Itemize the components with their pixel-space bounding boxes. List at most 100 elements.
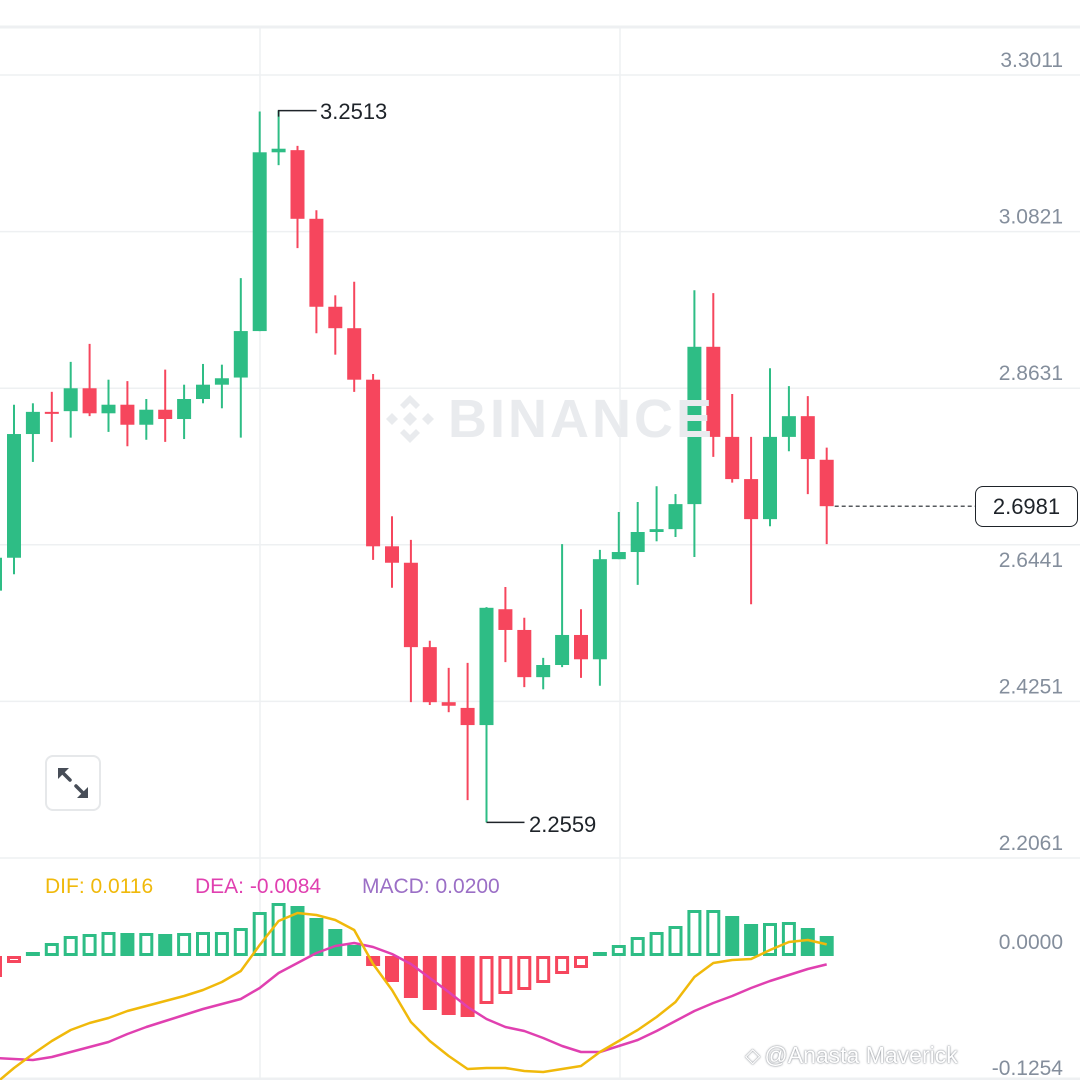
- macd-histogram-bar: [0, 956, 2, 977]
- macd-histogram-bar: [630, 937, 645, 956]
- candle-body: [668, 504, 683, 530]
- candle-body: [139, 409, 154, 425]
- macd-histogram-bar: [290, 906, 305, 956]
- price-axis-label: 2.4251: [999, 675, 1063, 698]
- macd-histogram-bar: [517, 956, 532, 990]
- candle-body: [555, 634, 570, 666]
- candle-body: [725, 436, 740, 480]
- macd-histogram-bar: [233, 928, 248, 956]
- candle-body: [592, 559, 607, 660]
- macd-histogram-bar: [536, 956, 551, 983]
- candle-body: [687, 346, 702, 505]
- candle-body: [649, 529, 664, 533]
- macd-histogram-bar: [25, 952, 40, 956]
- candle: [63, 361, 78, 438]
- price-axis-label: 2.2061: [999, 832, 1063, 855]
- candle: [744, 436, 759, 605]
- macd-axis-label: -0.1254: [992, 1057, 1064, 1080]
- macd-histogram-bar: [441, 956, 456, 1015]
- candle: [385, 516, 399, 588]
- candle: [649, 486, 664, 542]
- candle-body: [403, 562, 418, 648]
- watermark-text: BINANCE: [448, 389, 716, 449]
- macd-histogram-bar: [7, 956, 21, 963]
- candle-body: [44, 411, 59, 414]
- price-axis-label: 3.3011: [1000, 49, 1063, 72]
- candle: [555, 544, 570, 668]
- macd-legend: MACD: 0.0200: [362, 875, 500, 898]
- candle: [800, 396, 815, 495]
- credit-text: @Anasta Maverick: [764, 1042, 958, 1068]
- candle-body: [536, 665, 551, 678]
- macd-histogram-bar: [460, 956, 475, 1017]
- candle: [177, 384, 192, 440]
- candle: [25, 403, 40, 462]
- candle-body: [498, 609, 513, 630]
- macd-histogram-bar: [347, 945, 362, 956]
- candle-body: [214, 378, 229, 385]
- expand-chart-button[interactable]: [45, 755, 101, 811]
- candle: [0, 557, 2, 591]
- macd-histogram-bar: [706, 910, 721, 956]
- macd-histogram-bar: [819, 936, 834, 956]
- candle: [101, 379, 116, 432]
- candle-body: [196, 384, 210, 399]
- binance-watermark: BINANCE: [382, 388, 715, 450]
- candle-body: [479, 607, 494, 726]
- macd-histogram-bar: [101, 932, 116, 956]
- candle-body: [101, 404, 116, 414]
- candle: [347, 281, 362, 392]
- macd-histogram-bar: [366, 956, 381, 966]
- candle-body: [611, 552, 626, 560]
- macd-histogram-bar: [177, 933, 192, 956]
- macd-histogram-bar: [196, 932, 210, 956]
- candle: [422, 640, 437, 706]
- dea-line: [0, 941, 827, 1062]
- macd-histogram-bar: [328, 929, 343, 956]
- candle: [196, 363, 210, 404]
- candle: [120, 381, 135, 447]
- candle-body: [63, 388, 78, 412]
- macd-histogram-bar: [611, 945, 626, 956]
- candle: [763, 368, 777, 527]
- macd-histogram-bar: [158, 934, 173, 956]
- candle: [687, 290, 702, 558]
- candle-body: [120, 404, 135, 425]
- candle: [725, 393, 740, 483]
- candle: [517, 617, 532, 688]
- credit-logo-icon: ◇: [745, 1045, 761, 1067]
- dif-line: [0, 911, 827, 1080]
- candle: [536, 657, 551, 690]
- candle-body: [290, 150, 305, 219]
- candle-body: [630, 532, 645, 553]
- candle: [668, 494, 683, 538]
- candle: [611, 511, 626, 560]
- candle-body: [744, 479, 759, 520]
- candle: [82, 343, 97, 417]
- macd-histogram-bar: [309, 918, 324, 956]
- candle-body: [781, 416, 796, 437]
- macd-histogram-bar: [120, 933, 135, 956]
- macd-histogram-bar: [271, 903, 286, 956]
- candle-body: [158, 409, 173, 420]
- dea-legend: DEA: -0.0084: [195, 875, 322, 898]
- candle: [498, 587, 513, 663]
- macd-histogram-bar: [63, 936, 78, 956]
- macd-histogram-bar: [252, 912, 267, 956]
- candle-body: [517, 629, 532, 678]
- candle: [271, 110, 286, 166]
- macd-histogram-bar: [44, 943, 59, 956]
- candle: [403, 539, 418, 703]
- candle-body: [82, 388, 97, 414]
- price-axis-label: 2.8631: [999, 362, 1063, 385]
- candle: [781, 386, 796, 452]
- candle-body: [763, 436, 777, 520]
- macd-histogram-bar: [139, 933, 154, 956]
- candle-body: [7, 434, 21, 558]
- high-price-label: 3.2513: [320, 99, 388, 124]
- candle-body: [706, 346, 721, 437]
- candle: [158, 369, 173, 442]
- candle: [290, 145, 305, 249]
- candle-body: [819, 459, 834, 507]
